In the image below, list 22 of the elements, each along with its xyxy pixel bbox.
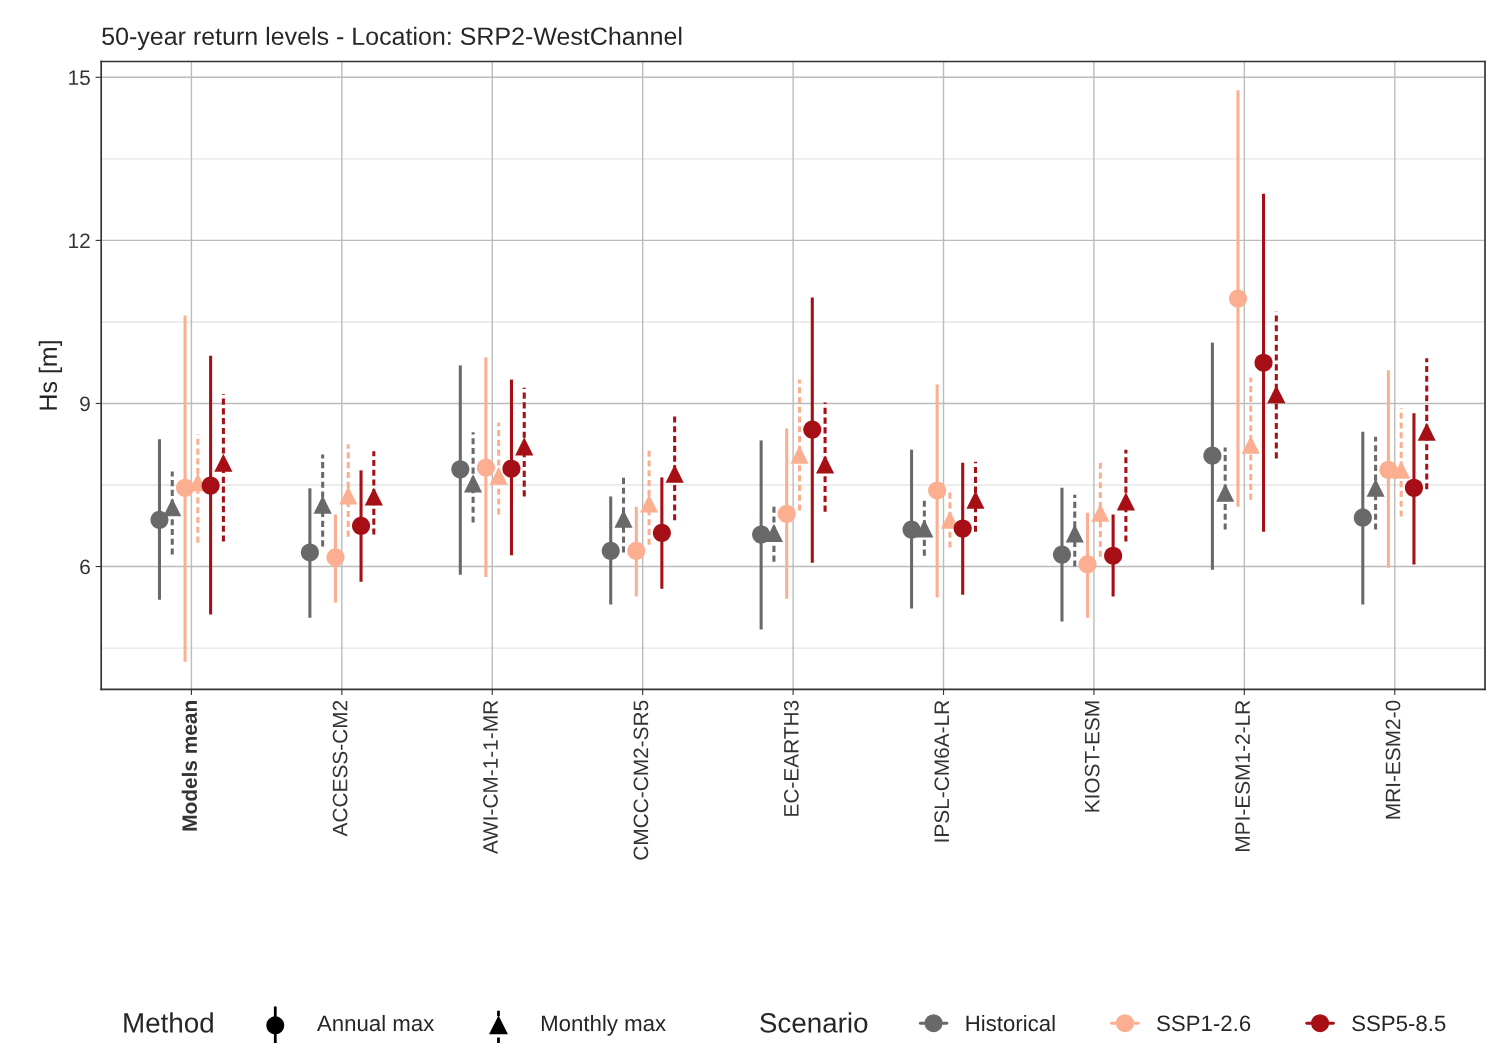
chart-title: 50-year return levels - Location: SRP2-WestChannel — [102, 26, 682, 51]
x-tick-label: EC-EARTH3 — [783, 700, 799, 816]
y-tick-label: 15 — [69, 70, 90, 86]
x-tick-label: KIOST-ESM — [1084, 701, 1100, 812]
x-tick-label: MPI-ESM1-2-LR — [1235, 700, 1250, 851]
legend-label: SSP5-8.5 — [1352, 1015, 1446, 1032]
x-tick-label: MRI-ESM2-0 — [1385, 700, 1401, 819]
y-tick-label: 6 — [80, 559, 90, 575]
x-tick-label: AWI-CM-1-1-MR — [483, 700, 498, 855]
x-tick-label: IPSL-CM6A-LR — [934, 700, 950, 842]
text: Monthly max — [541, 1014, 666, 1036]
x-tick-label: ACCESS-CM2 — [332, 700, 348, 837]
text: Method — [124, 1012, 213, 1033]
y-tick-label: 12 — [69, 233, 90, 248]
legend-title: Scenario — [760, 1012, 868, 1033]
x-tick-label: Models mean — [181, 701, 198, 831]
y-tick-label: 9 — [80, 396, 90, 412]
text: Annual max — [316, 1014, 435, 1032]
legend-label: Historical — [966, 1014, 1055, 1032]
y-axis-title: Hs [m] — [38, 341, 63, 410]
legend-label: SSP1-2.6 — [1157, 1015, 1251, 1032]
x-tick-label: CMCC-CM2-SR5 — [633, 700, 649, 860]
